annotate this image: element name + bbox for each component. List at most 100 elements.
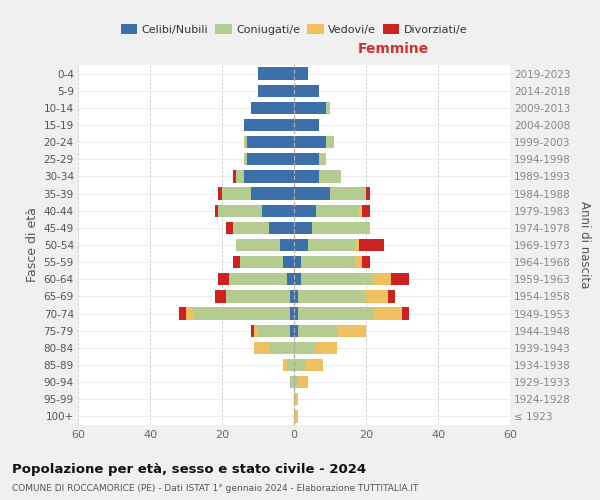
Bar [233, 222, 269, 234]
Bar [316, 342, 337, 354]
Bar [258, 68, 294, 80]
Y-axis label: Anni di nascita: Anni di nascita [578, 202, 591, 288]
Bar [366, 188, 370, 200]
Bar [283, 256, 294, 268]
Bar [244, 153, 247, 166]
Text: Femmine: Femmine [358, 42, 429, 56]
Bar [298, 324, 337, 337]
Bar [294, 342, 316, 354]
Y-axis label: Fasce di età: Fasce di età [26, 208, 40, 282]
Bar [337, 324, 366, 337]
Bar [236, 170, 244, 182]
Bar [254, 342, 269, 354]
Bar [254, 324, 258, 337]
Bar [294, 188, 330, 200]
Bar [290, 308, 294, 320]
Bar [251, 188, 294, 200]
Bar [215, 204, 218, 217]
Bar [247, 153, 294, 166]
Bar [294, 308, 298, 320]
Bar [294, 290, 298, 302]
Bar [294, 393, 298, 406]
Bar [294, 256, 301, 268]
Bar [226, 222, 233, 234]
Bar [283, 359, 287, 371]
Bar [229, 273, 287, 285]
Bar [244, 119, 294, 131]
Bar [388, 290, 395, 302]
Bar [294, 153, 319, 166]
Bar [258, 84, 294, 97]
Bar [251, 102, 294, 114]
Bar [251, 324, 254, 337]
Bar [280, 239, 294, 251]
Bar [326, 136, 334, 148]
Bar [244, 136, 247, 148]
Bar [233, 170, 236, 182]
Bar [258, 324, 290, 337]
Bar [316, 204, 359, 217]
Bar [290, 324, 294, 337]
Bar [294, 136, 326, 148]
Bar [294, 410, 298, 422]
Bar [294, 376, 298, 388]
Bar [298, 290, 366, 302]
Bar [355, 239, 359, 251]
Bar [294, 68, 308, 80]
Bar [193, 308, 290, 320]
Bar [186, 308, 193, 320]
Bar [287, 359, 294, 371]
Bar [308, 239, 355, 251]
Bar [294, 273, 301, 285]
Bar [312, 222, 370, 234]
Bar [359, 204, 362, 217]
Bar [294, 170, 319, 182]
Bar [290, 290, 294, 302]
Bar [301, 256, 355, 268]
Bar [218, 273, 229, 285]
Bar [244, 170, 294, 182]
Bar [240, 256, 283, 268]
Text: Popolazione per età, sesso e stato civile - 2024: Popolazione per età, sesso e stato civil… [12, 462, 366, 475]
Bar [215, 290, 226, 302]
Legend: Celibi/Nubili, Coniugati/e, Vedovi/e, Divorziati/e: Celibi/Nubili, Coniugati/e, Vedovi/e, Di… [121, 24, 467, 34]
Bar [359, 239, 384, 251]
Bar [326, 102, 330, 114]
Bar [366, 290, 388, 302]
Bar [294, 239, 308, 251]
Bar [294, 222, 312, 234]
Bar [373, 308, 402, 320]
Bar [294, 324, 298, 337]
Bar [319, 153, 326, 166]
Bar [305, 359, 323, 371]
Bar [294, 119, 319, 131]
Bar [330, 188, 366, 200]
Bar [247, 136, 294, 148]
Bar [269, 222, 294, 234]
Bar [222, 188, 251, 200]
Bar [362, 204, 370, 217]
Bar [294, 84, 319, 97]
Bar [233, 256, 240, 268]
Bar [262, 204, 294, 217]
Bar [287, 273, 294, 285]
Bar [402, 308, 409, 320]
Bar [391, 273, 409, 285]
Bar [301, 273, 373, 285]
Bar [218, 204, 262, 217]
Bar [290, 376, 294, 388]
Bar [294, 204, 316, 217]
Bar [294, 359, 305, 371]
Bar [319, 170, 341, 182]
Bar [218, 188, 222, 200]
Bar [269, 342, 294, 354]
Text: COMUNE DI ROCCAMORICE (PE) - Dati ISTAT 1° gennaio 2024 - Elaborazione TUTTITALI: COMUNE DI ROCCAMORICE (PE) - Dati ISTAT … [12, 484, 418, 493]
Bar [298, 308, 373, 320]
Bar [362, 256, 370, 268]
Bar [236, 239, 280, 251]
Bar [294, 102, 326, 114]
Bar [355, 256, 362, 268]
Bar [179, 308, 186, 320]
Bar [373, 273, 391, 285]
Bar [298, 376, 308, 388]
